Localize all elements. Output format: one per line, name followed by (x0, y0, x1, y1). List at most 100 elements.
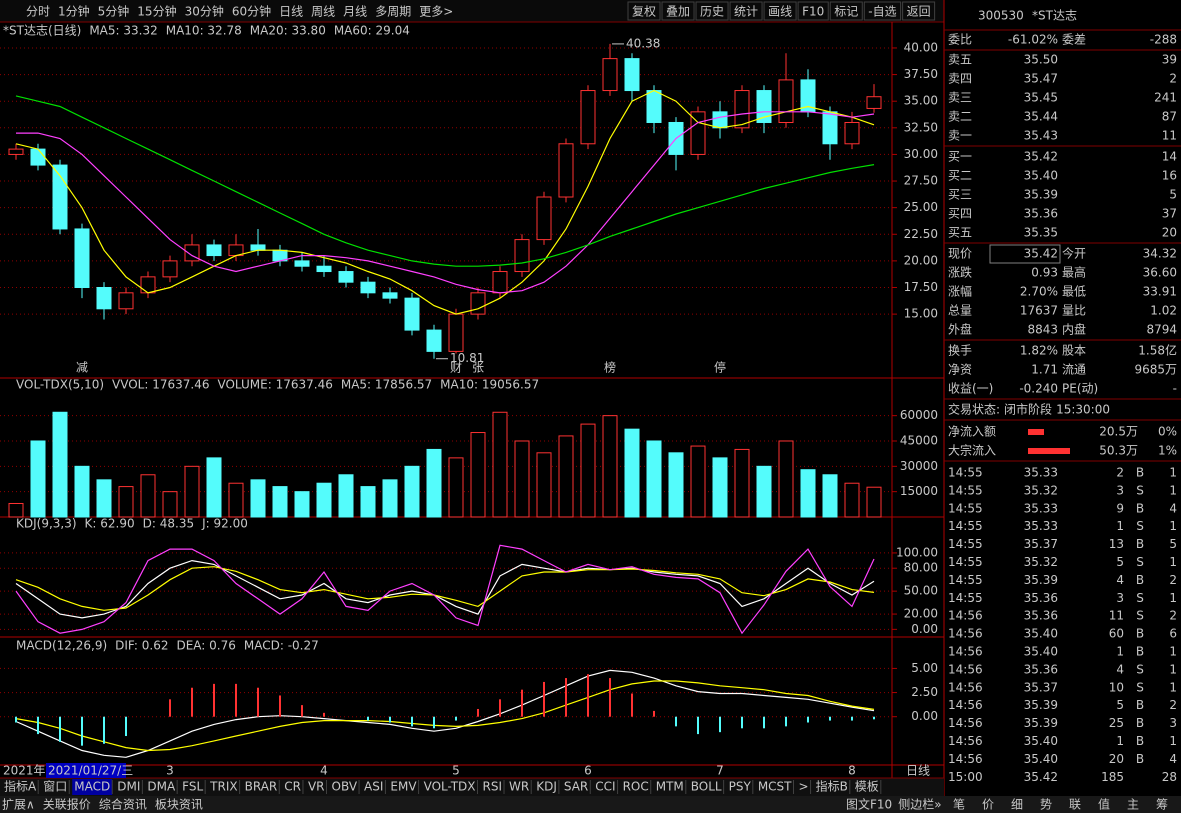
period-tab[interactable]: 日线 (279, 5, 303, 19)
indicator-tab[interactable]: 窗口 (43, 780, 67, 794)
volume-bar (250, 479, 266, 518)
tool-button[interactable]: F10 (802, 5, 824, 19)
trade-volume: 20 (1109, 752, 1124, 766)
indicator-tab[interactable]: MTM (656, 780, 684, 794)
period-tab[interactable]: 30分钟 (185, 4, 224, 19)
side-tab[interactable]: 细 (1011, 798, 1023, 812)
trade-price: 35.33 (1024, 519, 1058, 533)
period-tab[interactable]: 多周期 (375, 5, 411, 19)
period-tab[interactable]: 周线 (311, 5, 335, 19)
indicator-tab[interactable]: SAR (564, 780, 588, 794)
tool-button[interactable]: 复权 (632, 5, 656, 19)
book-price: 35.50 (1024, 53, 1058, 67)
trade-price: 35.39 (1024, 716, 1058, 730)
indicator-tab[interactable]: 模板 (855, 780, 879, 794)
stat-value: 35.42 (1024, 247, 1058, 261)
indicator-tab[interactable]: 指标A (4, 779, 37, 794)
trade-count: 1 (1169, 645, 1177, 659)
indicator-tab[interactable]: > (799, 780, 809, 794)
indicator-tab[interactable]: OBV (332, 780, 358, 794)
trade-time: 14:56 (948, 627, 983, 641)
indicator-tab[interactable]: ASI (364, 780, 383, 794)
period-tab[interactable]: 60分钟 (232, 4, 271, 19)
volume-bar (360, 486, 376, 518)
indicator-tab[interactable]: DMI (117, 780, 140, 794)
y-tick-label: 20.00 (904, 253, 938, 267)
indicator-tab[interactable]: TRIX (209, 780, 237, 794)
indicator-tab[interactable]: ROC (623, 780, 649, 794)
side-tab[interactable]: 笔 (953, 797, 965, 812)
trade-count: 2 (1169, 609, 1177, 623)
side-tab[interactable]: 势 (1040, 798, 1052, 812)
side-tab[interactable]: 价 (982, 798, 994, 812)
footer-tab[interactable]: 侧边栏» (898, 797, 941, 812)
footer-tab[interactable]: 综合资讯 (99, 797, 147, 812)
period-tab[interactable]: 月线 (343, 5, 367, 19)
trade-price: 35.36 (1024, 662, 1058, 676)
period-tab[interactable]: 15分钟 (137, 4, 176, 19)
trade-side: B (1136, 537, 1144, 551)
indicator-tab[interactable]: MCST (758, 780, 792, 794)
volume-bar (580, 423, 596, 518)
candle-body (8, 148, 24, 155)
side-tab[interactable]: 联 (1069, 798, 1081, 812)
trade-side: B (1136, 627, 1144, 641)
indicator-tab[interactable]: CR (284, 780, 301, 794)
x-tick-label: 8 (848, 764, 856, 778)
stat-value: 8794 (1146, 323, 1177, 337)
footer-tab[interactable]: 扩展∧ (2, 798, 35, 812)
trade-price: 35.39 (1024, 698, 1058, 712)
indicator-label: MACD: -0.27 (244, 639, 319, 653)
indicator-tab[interactable]: KDJ (536, 780, 557, 794)
indicator-tab[interactable]: MACD (74, 780, 110, 794)
stat-value: -0.240 (1019, 382, 1058, 396)
period-tab[interactable]: 5分钟 (98, 4, 130, 19)
side-tab[interactable]: 值 (1098, 797, 1110, 812)
indicator-tab[interactable]: 指标B (816, 779, 848, 794)
y-tick-label: 15.00 (904, 307, 938, 321)
book-label: 卖三 (948, 91, 972, 105)
tool-button[interactable]: 返回 (907, 5, 931, 19)
button-frame (763, 1, 797, 21)
trade-side: S (1136, 662, 1144, 676)
indicator-tab[interactable]: VOL-TDX (424, 780, 476, 794)
footer-tab[interactable]: 板块资讯 (155, 798, 203, 812)
side-tab[interactable]: 筹 (1156, 798, 1168, 812)
high-annotation: 40.38 (626, 36, 660, 50)
candle-body (602, 58, 618, 92)
tool-button[interactable]: -自选 (868, 5, 896, 19)
indicator-tab[interactable]: VR (308, 780, 325, 794)
indicator-tab[interactable]: PSY (729, 780, 752, 794)
period-tab[interactable]: 1分钟 (58, 4, 90, 19)
trade-time: 14:55 (948, 501, 983, 515)
tool-button[interactable]: 叠加 (666, 5, 690, 19)
tool-button[interactable]: 标记 (834, 5, 858, 19)
stat-value: 1.58亿 (1138, 343, 1177, 358)
footer-tab[interactable]: 图文F10 (846, 797, 892, 812)
indicator-tab[interactable]: CCI (595, 780, 615, 794)
tab-active (72, 779, 113, 795)
button-frame (661, 1, 695, 21)
tool-button[interactable]: 历史 (700, 5, 724, 19)
indicator-tab[interactable]: BRAR (245, 780, 278, 794)
indicator-tab[interactable]: FSL (182, 780, 203, 794)
period-tab[interactable]: 更多> (419, 5, 453, 19)
stat-label: 股本 (1062, 344, 1086, 358)
volume-bar (52, 411, 68, 518)
stat-label: 最低 (1062, 285, 1086, 299)
side-tab[interactable]: 主 (1127, 798, 1139, 812)
indicator-tab[interactable]: WR (509, 780, 529, 794)
indicator-tab[interactable]: EMV (390, 780, 417, 794)
book-price: 35.36 (1024, 207, 1058, 221)
footer-tab[interactable]: 关联报价 (43, 797, 91, 812)
period-tab[interactable]: 分时 (26, 5, 50, 19)
indicator-tab[interactable]: RSI (483, 780, 503, 794)
indicator-tab[interactable]: DMA (147, 780, 176, 794)
tool-button[interactable]: 画线 (768, 5, 792, 19)
stat-label: 收益(一) (948, 382, 993, 396)
indicator-tab[interactable]: BOLL (691, 780, 722, 794)
trade-count: 1 (1169, 483, 1177, 497)
tool-button[interactable]: 统计 (734, 5, 758, 19)
book-volume: 5 (1169, 188, 1177, 202)
